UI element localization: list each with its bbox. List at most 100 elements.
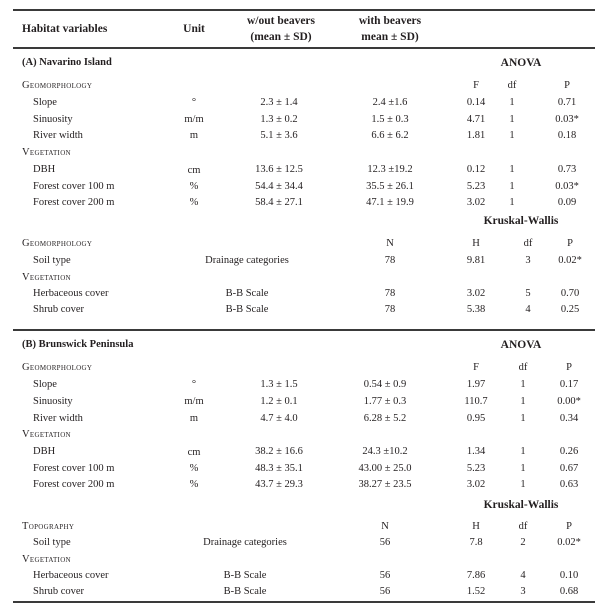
row-unit: m/m <box>184 396 204 407</box>
row-h: 3.02 <box>466 288 486 299</box>
row-unit: cm <box>187 447 201 458</box>
row-with: 12.3 ±19.2 <box>367 164 413 175</box>
row-variable: Slope <box>33 97 57 108</box>
row-p: 0.63 <box>559 479 579 490</box>
row-with: 1.5 ± 0.3 <box>371 114 409 125</box>
row-h: 9.81 <box>466 255 486 266</box>
row-p: 0.02* <box>557 537 581 548</box>
row-without: 38.2 ± 16.6 <box>255 446 303 457</box>
row-without: 54.4 ± 34.4 <box>255 181 303 192</box>
row-p: 0.70 <box>560 288 580 299</box>
row-f: 3.02 <box>466 479 486 490</box>
row-with: 0.54 ± 0.9 <box>363 379 407 390</box>
row-p: 0.68 <box>559 586 579 597</box>
row-n: 78 <box>384 304 396 315</box>
section-title: (B) Brunswick Peninsula <box>22 339 134 350</box>
header-without-beavers: w/out beavers <box>246 15 316 27</box>
row-without: 4.7 ± 4.0 <box>260 413 298 424</box>
row-n: 56 <box>379 570 391 581</box>
row-p: 0.26 <box>559 446 579 457</box>
col-df: df <box>518 362 528 373</box>
row-with: 6.28 ± 5.2 <box>363 413 407 424</box>
row-variable: Forest cover 200 m <box>33 479 115 490</box>
row-without: 1.3 ± 0.2 <box>260 114 298 125</box>
row-df: 3 <box>525 255 531 266</box>
category-geomorphology: Geomorphology <box>22 362 93 373</box>
col-h: H <box>472 521 480 532</box>
row-p: 0.18 <box>557 130 577 141</box>
row-unit: cm <box>187 165 201 176</box>
row-n: 56 <box>379 537 391 548</box>
row-df: 1 <box>520 413 526 424</box>
row-df: 1 <box>520 463 526 474</box>
row-f: 4.71 <box>466 114 486 125</box>
row-df: 1 <box>509 164 515 175</box>
row-without: 13.6 ± 12.5 <box>255 164 303 175</box>
row-n: 56 <box>379 586 391 597</box>
row-f: 1.81 <box>466 130 486 141</box>
row-with: 47.1 ± 19.9 <box>366 197 414 208</box>
row-f: 1.34 <box>466 446 486 457</box>
row-df: 1 <box>520 479 526 490</box>
row-p: 0.09 <box>557 197 577 208</box>
row-with: 38.27 ± 23.5 <box>358 479 412 490</box>
row-p: 0.25 <box>560 304 580 315</box>
col-n: N <box>386 238 394 249</box>
header-habitat-variables: Habitat variables <box>22 23 108 35</box>
row-df: 4 <box>525 304 531 315</box>
row-df: 2 <box>520 537 526 548</box>
col-h: H <box>472 238 480 249</box>
row-unit: m <box>189 413 199 424</box>
row-without: 48.3 ± 35.1 <box>255 463 303 474</box>
row-n: 78 <box>384 255 396 266</box>
row-unit: B-B Scale <box>225 304 269 315</box>
row-without: 1.3 ± 1.5 <box>260 379 298 390</box>
row-df: 1 <box>509 197 515 208</box>
col-p: P <box>566 362 572 373</box>
row-f: 5.23 <box>466 181 486 192</box>
row-f: 1.97 <box>466 379 486 390</box>
row-unit: Drainage categories <box>205 255 289 266</box>
section-title: (A) Navarino Island <box>22 57 112 68</box>
row-unit: % <box>189 181 199 192</box>
row-unit: % <box>189 463 199 474</box>
header-with-beavers: with beavers <box>358 15 422 27</box>
row-h: 7.8 <box>469 537 483 548</box>
row-df: 1 <box>520 396 526 407</box>
row-unit: B-B Scale <box>225 288 269 299</box>
row-p: 0.02* <box>558 255 582 266</box>
table-bottom-rule <box>13 601 595 603</box>
row-with: 24.3 ±10.2 <box>362 446 408 457</box>
row-variable: Soil type <box>33 537 71 548</box>
row-unit: B-B Scale <box>223 570 267 581</box>
row-df: 1 <box>509 114 515 125</box>
table-top-rule <box>13 9 595 11</box>
row-without: 43.7 ± 29.3 <box>255 479 303 490</box>
row-variable: Shrub cover <box>33 586 85 597</box>
row-df: 4 <box>520 570 526 581</box>
col-df: df <box>518 521 528 532</box>
col-f: F <box>473 80 479 91</box>
row-without: 2.3 ± 1.4 <box>260 97 298 108</box>
category-topography: Topography <box>22 521 75 532</box>
row-variable: Forest cover 100 m <box>33 463 115 474</box>
anova-label: ANOVA <box>500 339 542 351</box>
row-df: 1 <box>520 446 526 457</box>
category-vegetation: Vegetation <box>22 429 71 440</box>
kruskal-wallis-label: Kruskal-Wallis <box>483 215 559 227</box>
row-df: 1 <box>520 379 526 390</box>
row-unit: Drainage categories <box>203 537 287 548</box>
row-variable: Sinuosity <box>33 396 73 407</box>
col-n: N <box>381 521 389 532</box>
row-variable: Soil type <box>33 255 71 266</box>
row-f: 0.95 <box>466 413 486 424</box>
row-unit: ° <box>191 97 197 108</box>
row-without: 1.2 ± 0.1 <box>260 396 298 407</box>
row-without: 5.1 ± 3.6 <box>260 130 298 141</box>
category-geomorphology: Geomorphology <box>22 80 93 91</box>
row-df: 1 <box>509 181 515 192</box>
row-p: 0.67 <box>559 463 579 474</box>
row-variable: River width <box>33 413 83 424</box>
row-p: 0.34 <box>559 413 579 424</box>
row-p: 0.71 <box>557 97 577 108</box>
